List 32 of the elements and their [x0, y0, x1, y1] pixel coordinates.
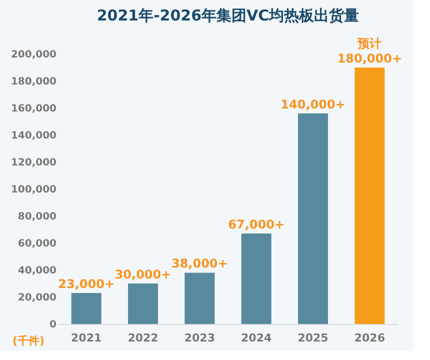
y-tick-label: 20,000: [18, 292, 57, 304]
y-tick-label: 140,000: [10, 130, 57, 142]
data-label: 30,000+: [114, 268, 172, 282]
x-tick-label: 2023: [184, 332, 215, 344]
y-tick-label: 160,000: [10, 104, 57, 114]
x-tick-label: 2025: [298, 332, 328, 344]
y-tick-label: 40,000: [18, 266, 57, 276]
chart-title: 2021年-2026年集团VC均热板出货量: [96, 6, 360, 24]
x-tick-label: 2026: [354, 332, 386, 344]
x-tick-label: 2024: [241, 332, 272, 344]
data-label: 180,000+: [337, 52, 402, 66]
data-label: 67,000+: [228, 218, 285, 232]
bar: [184, 272, 215, 324]
bar: [241, 234, 272, 324]
y-tick-label: 200,000: [10, 50, 57, 60]
data-label: 140,000+: [280, 97, 346, 112]
y-axis-title: (千件): [12, 334, 45, 348]
y-tick-label: 0: [50, 320, 57, 330]
bar: [128, 284, 158, 324]
annotation: 预计: [356, 36, 382, 50]
y-tick-label: 60,000: [18, 238, 57, 250]
x-tick-label: 2022: [128, 332, 158, 344]
data-label: 38,000+: [171, 256, 228, 271]
bar: [71, 292, 102, 324]
x-tick-label: 2021: [71, 332, 102, 344]
bar: [354, 68, 385, 324]
data-label: 23,000+: [58, 276, 115, 291]
bar: [298, 113, 328, 324]
y-tick-label: 120,000: [10, 158, 57, 168]
y-tick-label: 180,000: [10, 76, 57, 88]
y-tick-label: 100,000: [10, 184, 57, 196]
y-tick-label: 80,000: [18, 212, 57, 222]
